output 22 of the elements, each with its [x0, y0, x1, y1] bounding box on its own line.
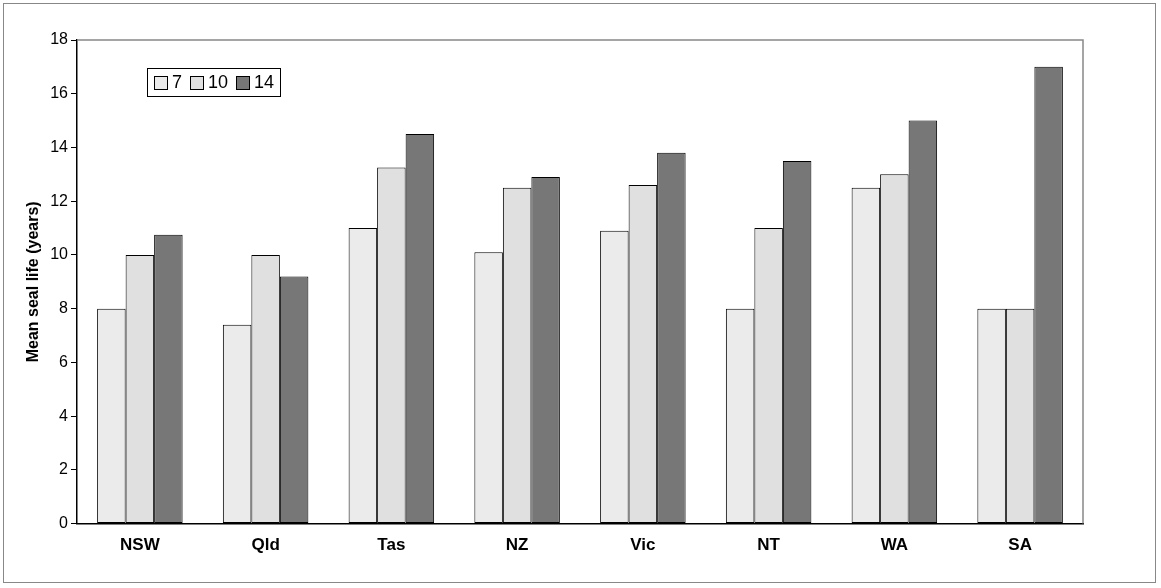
x-tick-label: NZ	[505, 535, 529, 555]
x-tick-label: Vic	[630, 535, 656, 555]
y-tick-label: 14	[50, 137, 69, 155]
y-axis-title: Mean seal life (years)	[24, 201, 42, 363]
x-tick-label: NSW	[120, 535, 161, 555]
y-tick-label: 0	[59, 514, 69, 532]
x-tick-label: WA	[880, 535, 909, 555]
y-tick-label: 10	[50, 245, 69, 263]
y-tick-label: 2	[59, 460, 69, 478]
y-tick-label: 16	[50, 84, 69, 102]
y-tick-label: 8	[59, 299, 69, 317]
legend-label: 10	[208, 72, 229, 93]
x-tick-label: SA	[1008, 535, 1032, 555]
x-tick-label: NT	[757, 535, 781, 555]
y-tick-label: 6	[59, 352, 69, 370]
y-tick-label: 4	[59, 406, 69, 424]
legend-label: 7	[171, 72, 182, 93]
x-tick-label: Qld	[251, 535, 280, 555]
y-tick-label: 18	[50, 30, 69, 48]
y-tick-label: 12	[50, 191, 69, 209]
legend-label: 14	[254, 72, 275, 93]
x-tick-label: Tas	[377, 535, 406, 555]
